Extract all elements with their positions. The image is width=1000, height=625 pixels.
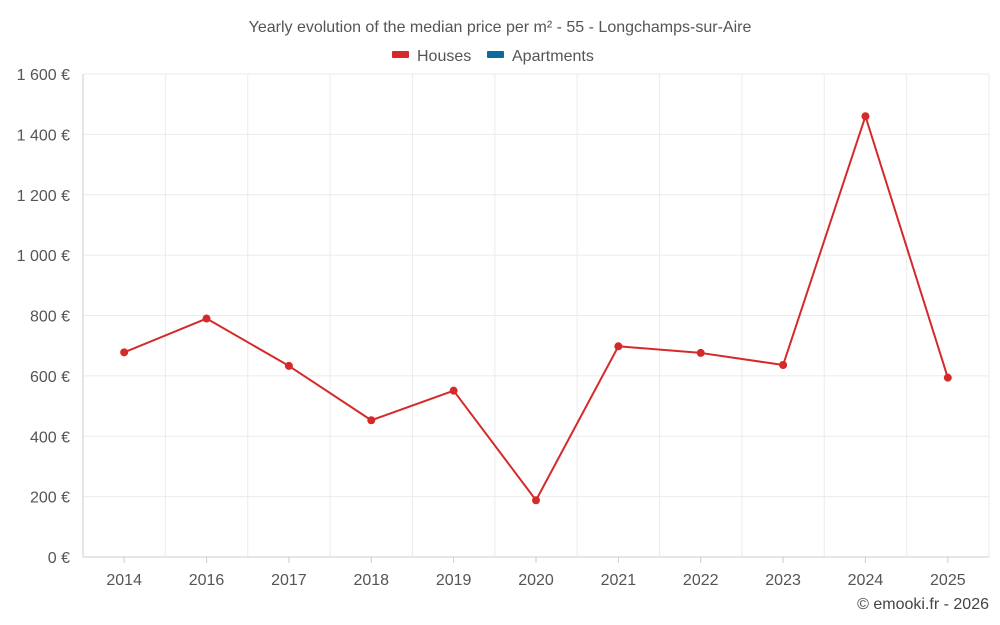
x-axis: 2014 2016 2017 2018 2019 2020 2021 2022 2023 2024…: [106, 557, 966, 589]
data-point-houses[interactable]: [779, 361, 788, 370]
x-tick-label: 2023: [765, 572, 801, 589]
x-tick-label: 2024: [848, 572, 884, 589]
data-point-houses[interactable]: [943, 373, 952, 382]
x-tick-label: 2022: [683, 572, 719, 589]
data-point-houses[interactable]: [202, 314, 211, 323]
legend-swatch-apartments[interactable]: [487, 51, 504, 58]
grid-vertical: [82, 74, 990, 557]
x-tick-label: 2020: [518, 572, 554, 589]
data-point-houses[interactable]: [532, 496, 540, 505]
legend-label-apartments[interactable]: Apartments: [512, 48, 594, 65]
data-point-houses[interactable]: [449, 386, 458, 395]
grid-horizontal: [83, 73, 989, 558]
x-tick-label: 2025: [930, 572, 966, 589]
y-tick-label: 800 €: [30, 309, 70, 326]
x-tick-label: 2019: [436, 572, 472, 589]
series-layer: [120, 112, 952, 505]
y-tick-label: 200 €: [30, 490, 70, 507]
y-tick-label: 1 000 €: [17, 248, 70, 265]
legend-label-houses[interactable]: Houses: [417, 48, 471, 65]
x-tick-label: 2016: [189, 572, 225, 589]
x-tick-label: 2017: [271, 572, 307, 589]
data-point-houses[interactable]: [120, 348, 129, 357]
x-tick-label: 2018: [353, 572, 389, 589]
chart-title: Yearly evolution of the median price per…: [249, 19, 752, 36]
x-tick-label: 2014: [106, 572, 142, 589]
y-tick-label: 0 €: [48, 550, 70, 567]
x-tick-label: 2021: [601, 572, 637, 589]
y-tick-label: 1 200 €: [17, 188, 70, 205]
y-tick-label: 1 400 €: [17, 127, 70, 144]
data-point-houses[interactable]: [367, 416, 376, 425]
y-tick-label: 600 €: [30, 369, 70, 386]
data-point-houses[interactable]: [614, 342, 623, 351]
data-point-houses[interactable]: [861, 112, 870, 121]
data-point-houses[interactable]: [284, 361, 293, 370]
credit-text: © emooki.fr - 2026: [857, 596, 989, 613]
data-point-houses[interactable]: [696, 348, 705, 357]
y-axis: 0 € 200 € 400 € 600 € 800 € 1 000 € 1 200 € 1 4…: [17, 67, 70, 567]
y-tick-label: 400 €: [30, 429, 70, 446]
legend: Houses Apartments: [392, 48, 594, 65]
y-tick-label: 1 600 €: [17, 67, 70, 84]
legend-swatch-houses[interactable]: [392, 51, 409, 58]
